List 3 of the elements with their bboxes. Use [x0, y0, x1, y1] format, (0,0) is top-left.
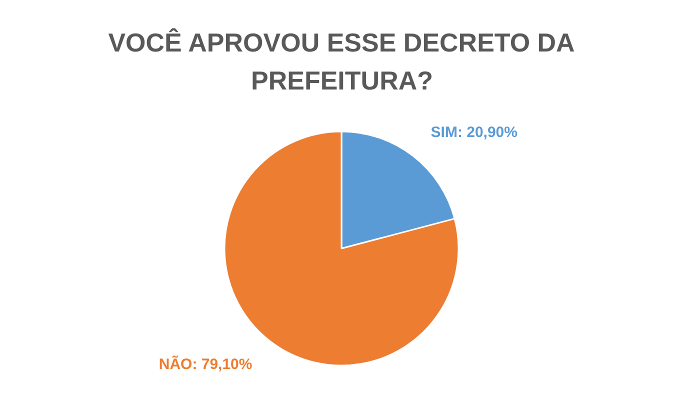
slice-label: NÃO: 79,10%: [158, 354, 252, 373]
slice-label: SIM: 20,90%: [430, 124, 518, 142]
chart-title: VOCÊ APROVOU ESSE DECRETO DA PREFEITURA?: [108, 28, 576, 96]
